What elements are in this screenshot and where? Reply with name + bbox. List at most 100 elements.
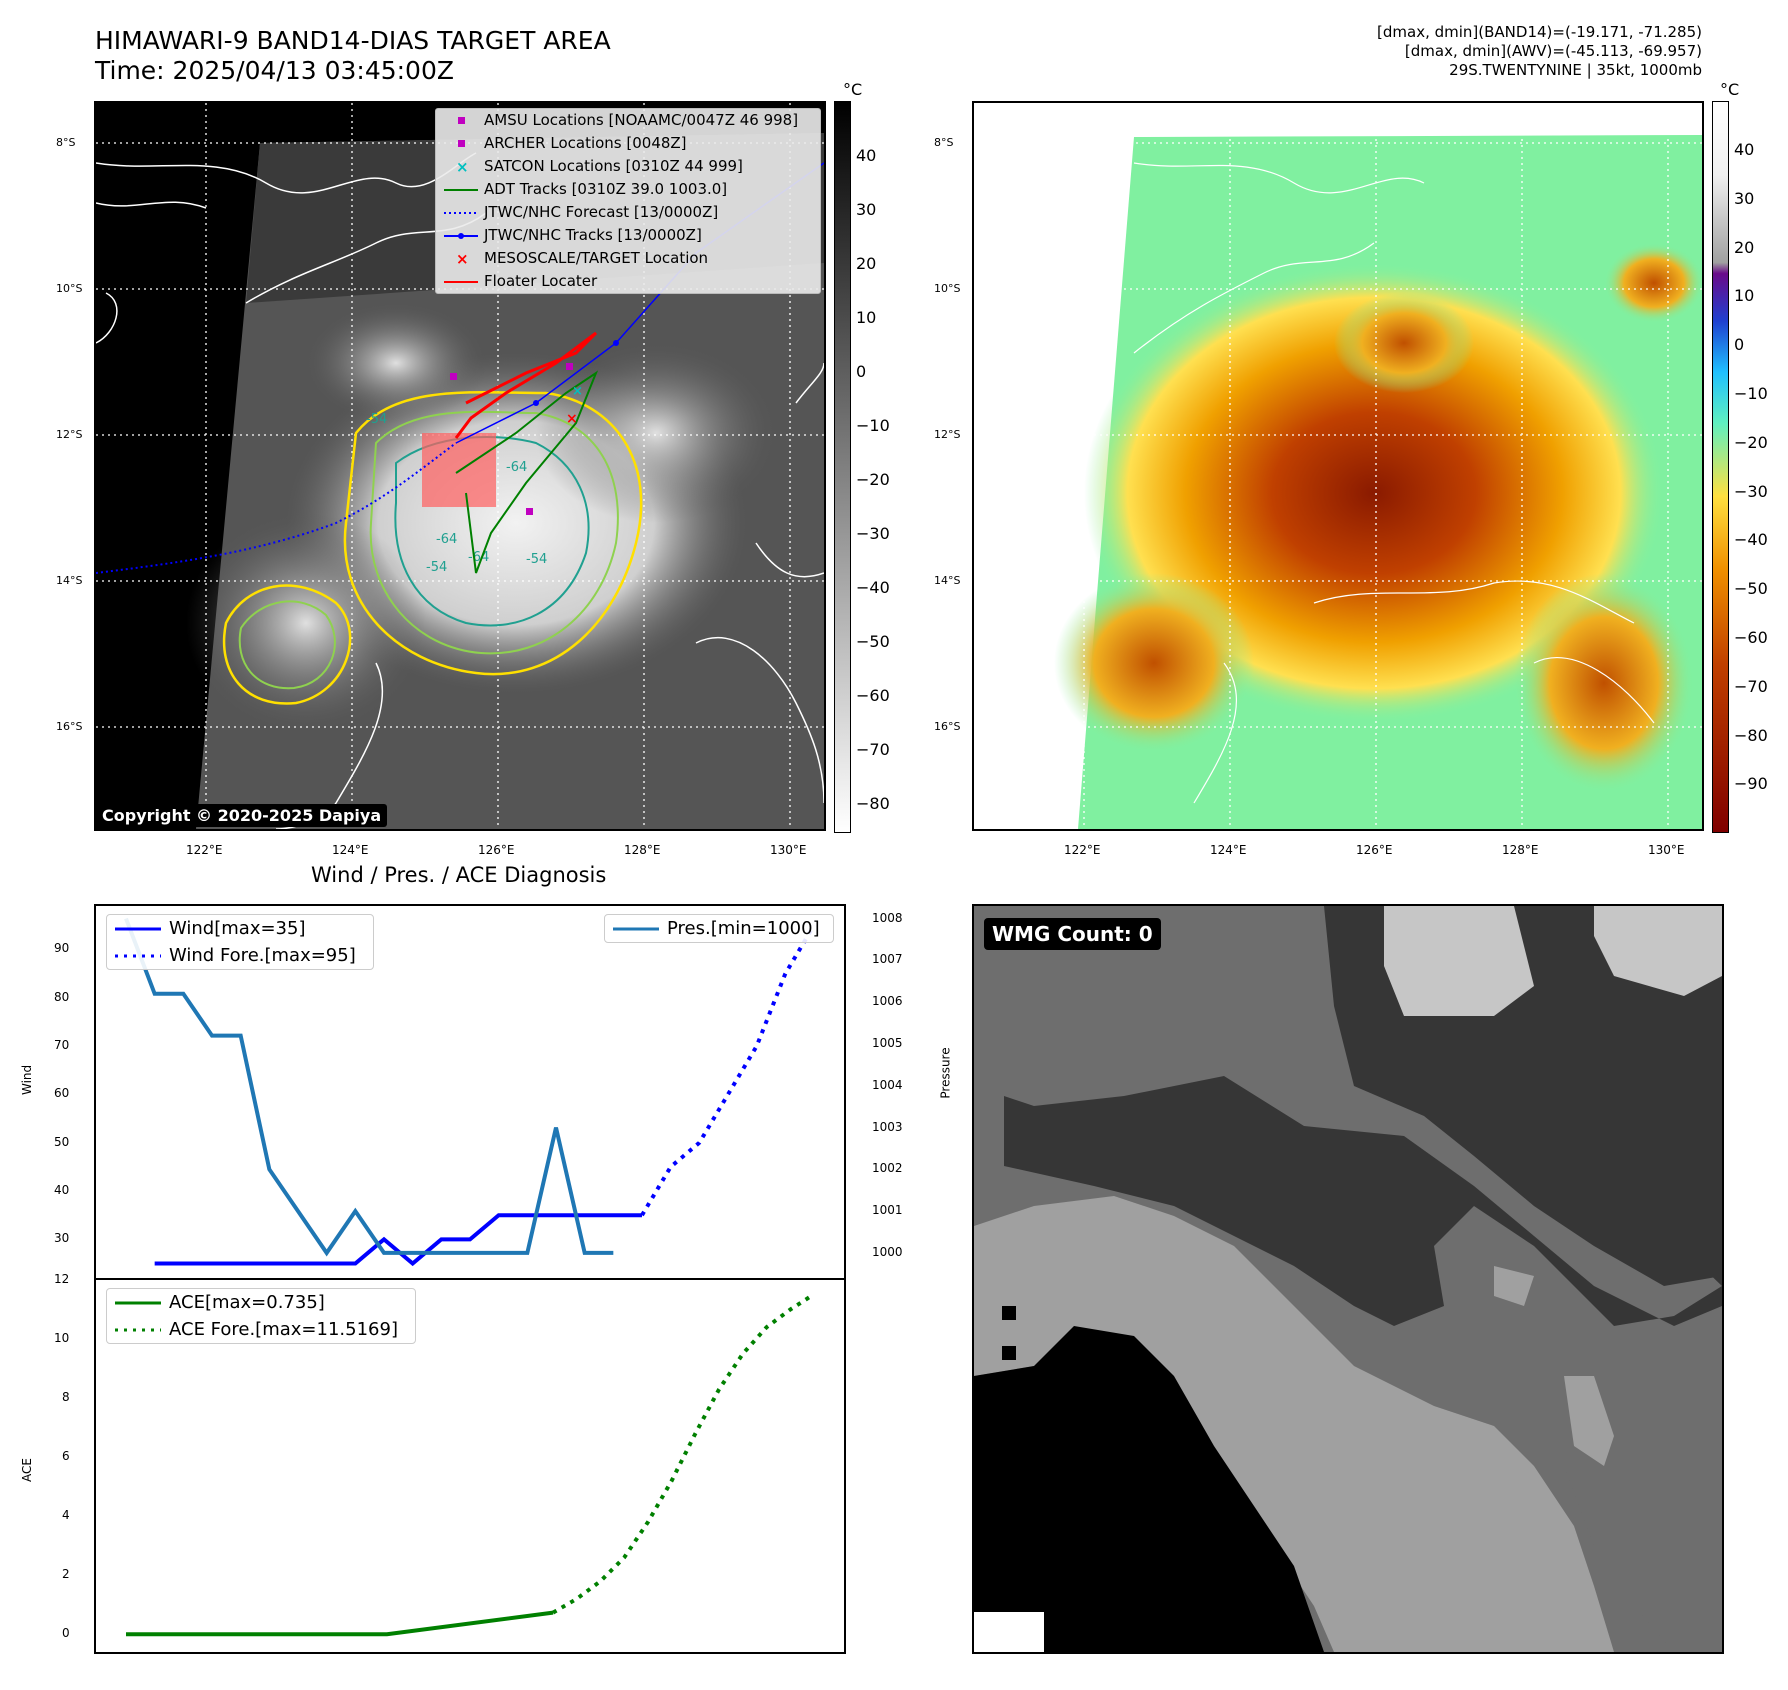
archer-marker — [526, 508, 533, 515]
pressure-tick-label: 1004 — [872, 1077, 903, 1092]
latitude-label: 16°S — [934, 720, 961, 733]
colorbar-tick-label: −80 — [1734, 725, 1768, 745]
map-legend-item: Floater Locater — [436, 270, 820, 293]
longitude-label: 124°E — [1210, 843, 1247, 857]
contour-label: -64 — [468, 550, 489, 565]
longitude-label: 124°E — [332, 843, 369, 857]
legend-ace-forecast-label: ACE Fore.[max=11.5169] — [169, 1319, 398, 1340]
colorbar-tick-label: −20 — [856, 470, 890, 489]
awv-map-image — [974, 103, 1702, 829]
gray-colorbar — [834, 101, 851, 833]
legend-ace-forecast: ACE Fore.[max=11.5169] — [107, 1316, 415, 1343]
gray-colorbar-unit: °C — [843, 80, 863, 99]
colorbar-tick-label: 20 — [856, 254, 877, 273]
colorbar-tick-label: −70 — [1734, 676, 1768, 696]
pressure-tick-label: 1001 — [872, 1203, 903, 1218]
latitude-label: 10°S — [56, 282, 83, 295]
pressure-tick-label: 1007 — [872, 952, 903, 967]
map-legend-label: Floater Locater — [484, 272, 598, 290]
colorbar-tick-label: 10 — [1734, 286, 1755, 306]
map-legend-swatch — [444, 281, 478, 283]
amsu-marker — [450, 373, 457, 380]
map-legend-swatch — [444, 233, 478, 239]
ace-tick-label: 2 — [62, 1567, 70, 1582]
contour-label: -54 — [366, 412, 387, 427]
map-legend-item: AMSU Locations [NOAAMC/0047Z 46 998] — [436, 109, 820, 132]
map-legend-label: SATCON Locations [0310Z 44 999] — [484, 157, 743, 175]
map-legend: AMSU Locations [NOAAMC/0047Z 46 998] ARCH… — [435, 108, 821, 294]
longitude-label: 126°E — [1356, 843, 1393, 857]
colorbar-tick-label: −20 — [1734, 432, 1768, 452]
map-legend-label: JTWC/NHC Forecast [13/0000Z] — [484, 203, 719, 221]
colorbar-tick-label: −30 — [1734, 481, 1768, 501]
pressure-tick-label: 1002 — [872, 1161, 903, 1176]
jtwc-forecast-track — [96, 442, 457, 574]
svg-text:×: × — [456, 250, 469, 268]
figure-title: HIMAWARI-9 BAND14-DIAS TARGET AREA — [95, 26, 611, 55]
colorbar-tick-label: 30 — [1734, 188, 1755, 208]
legend-ace-label: ACE[max=0.735] — [169, 1292, 325, 1313]
wind-legend: Wind[max=35] Wind Fore.[max=95] — [106, 914, 374, 970]
map-legend-swatch — [444, 189, 478, 191]
wind-tick-label: 90 — [54, 941, 70, 956]
colorbar-tick-label: −40 — [1734, 530, 1768, 550]
latitude-label: 14°S — [934, 574, 961, 587]
pressure-tick-label: 1006 — [872, 994, 903, 1009]
colorbar-tick-label: −30 — [856, 524, 890, 543]
contour-label: -54 — [526, 552, 547, 567]
pressure-tick-label: 1008 — [872, 910, 903, 925]
contour-label: -54 — [426, 560, 447, 575]
colorbar-tick-label: −50 — [856, 632, 890, 651]
satcon-marker: × — [572, 384, 583, 399]
mesoscale-target-marker: × — [566, 411, 578, 427]
legend-ace: ACE[max=0.735] — [107, 1289, 415, 1316]
map-legend-label: ADT Tracks [0310Z 39.0 1003.0] — [484, 180, 728, 198]
ace-tick-label: 0 — [62, 1626, 70, 1641]
latitude-label: 12°S — [56, 428, 83, 441]
wind-tick-label: 60 — [54, 1086, 70, 1101]
colorbar-tick-label: 40 — [856, 146, 877, 165]
wind-pressure-chart: Wind[max=35] Wind Fore.[max=95] Pres.[mi… — [94, 904, 846, 1280]
ace-tick-label: 12 — [54, 1272, 70, 1286]
jtwc-track-point — [613, 340, 619, 346]
map-legend-item: ADT Tracks [0310Z 39.0 1003.0] — [436, 178, 820, 201]
map-legend-label: ARCHER Locations [0048Z] — [484, 134, 687, 152]
longitude-label: 126°E — [478, 843, 515, 857]
colorbar-tick-label: 20 — [1734, 237, 1755, 257]
series-line — [154, 1213, 642, 1267]
longitude-label: 128°E — [1502, 843, 1539, 857]
adt-tracks — [455, 370, 599, 574]
map-legend-label: AMSU Locations [NOAAMC/0047Z 46 998] — [484, 111, 799, 129]
ace-tick-label: 6 — [62, 1449, 70, 1464]
latitude-label: 12°S — [934, 428, 961, 441]
colorbar-tick-label: 0 — [856, 362, 867, 381]
ace-tick-label: 4 — [62, 1508, 70, 1523]
dmax-awv-info: [dmax, dmin](AWV)=(-45.113, -69.957) — [1404, 42, 1702, 60]
pressure-tick-label: 1003 — [872, 1119, 903, 1134]
legend-wind: Wind[max=35] — [107, 915, 373, 942]
map-legend-label: MESOSCALE/TARGET Location — [484, 249, 709, 267]
ace-plot — [126, 1292, 816, 1637]
colorbar-tick-label: −10 — [1734, 384, 1768, 403]
legend-ace-swatch — [115, 1301, 161, 1305]
colorbar-tick-label: −60 — [856, 686, 890, 705]
series-line — [640, 924, 816, 1217]
color-colorbar-unit: °C — [1720, 80, 1740, 99]
series-line — [126, 1610, 554, 1637]
ace-tick-label: 10 — [54, 1331, 70, 1346]
wind-axis-title: Wind — [20, 1064, 34, 1095]
map-legend-swatch: × — [456, 158, 469, 176]
map-legend-swatch: × — [456, 250, 469, 268]
map-legend-label: JTWC/NHC Tracks [13/0000Z] — [484, 226, 702, 244]
colorbar-tick-label: −90 — [1734, 774, 1768, 794]
map-legend-swatch — [444, 212, 478, 214]
jtwc-track-point — [533, 400, 539, 406]
awv-gridlines — [974, 103, 1702, 829]
longitude-label: 122°E — [1064, 843, 1101, 857]
wind-tick-label: 80 — [54, 989, 70, 1004]
longitude-label: 130°E — [1648, 843, 1685, 857]
series-line — [124, 917, 614, 1257]
pressure-axis-title: Pressure — [938, 1047, 953, 1099]
contour-label: -64 — [436, 532, 457, 547]
storm-info: 29S.TWENTYNINE | 35kt, 1000mb — [1449, 61, 1702, 79]
